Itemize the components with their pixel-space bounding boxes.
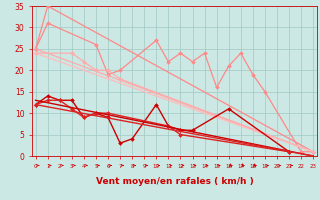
X-axis label: Vent moyen/en rafales ( km/h ): Vent moyen/en rafales ( km/h ) (96, 177, 253, 186)
